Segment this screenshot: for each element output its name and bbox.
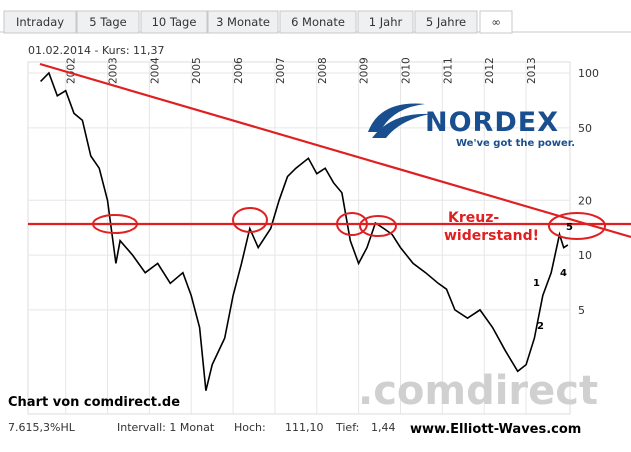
annotation: 4: [560, 268, 567, 279]
tab[interactable]: 5 Jahre: [414, 10, 478, 34]
interval: Intervall: 1 Monat: [117, 421, 215, 434]
circle: [359, 215, 397, 237]
annotation: widerstand!: [444, 228, 539, 244]
low: 1,44: [371, 421, 396, 434]
logo-slogan: We've got the power.: [456, 138, 575, 149]
site: www.Elliott-Waves.com: [410, 422, 581, 437]
circle: [232, 207, 268, 233]
annotation: Kreuz-: [448, 210, 499, 226]
x-tick-label: 2005: [191, 57, 203, 84]
tab[interactable]: 1 Jahr: [357, 10, 414, 34]
watermark: .comdirect: [358, 368, 598, 414]
price-line: [40, 71, 569, 391]
circle: [92, 214, 138, 234]
x-tick-label: 2013: [526, 57, 538, 84]
x-tick-label: 2007: [275, 57, 287, 84]
tab-box: [357, 10, 414, 34]
tab-box: [279, 10, 357, 34]
y-tick-label: 50: [578, 122, 592, 135]
tab-label: 5 Tage: [89, 15, 127, 29]
high-label: Hoch:: [234, 421, 266, 434]
circle: [336, 212, 368, 236]
tab-box: [479, 10, 513, 34]
y-tick-label: 100: [578, 67, 599, 80]
tab[interactable]: 5 Tage: [76, 10, 140, 34]
tab-box: [76, 10, 140, 34]
trendline: [39, 62, 631, 239]
x-tick-label: 2006: [233, 57, 245, 84]
annotation: 2: [537, 321, 544, 332]
annotation: 1: [533, 278, 540, 289]
tab[interactable]: Intraday: [3, 10, 77, 34]
tab-box: [3, 10, 77, 34]
circles: [92, 207, 606, 240]
tab-label: 10 Tage: [152, 15, 197, 29]
high: 111,10: [285, 421, 324, 434]
y-tick-label: 5: [578, 304, 585, 317]
y-tick-label: 10: [578, 249, 592, 262]
x-tick-label: 2012: [484, 57, 496, 84]
tab-label: 3 Monate: [216, 15, 270, 29]
x-tick-label: 2008: [317, 57, 329, 84]
tab-label: Intraday: [16, 15, 64, 29]
tab-box: [207, 10, 279, 34]
annotation: 5: [566, 222, 573, 233]
x-tick-label: 2004: [149, 57, 161, 84]
tab-label: 1 Jahr: [369, 15, 403, 29]
x-tick-label: 2002: [66, 57, 78, 84]
tab[interactable]: 10 Tage: [140, 10, 208, 34]
tab-label: 6 Monate: [291, 15, 345, 29]
x-tick-label: 2003: [108, 57, 120, 84]
footer: 7.615,3%HL Intervall: 1 Monat Hoch: 111,…: [8, 421, 581, 437]
logo-swoosh: [368, 103, 425, 132]
header: 01.02.2014 - Kurs: 11,37: [28, 44, 165, 57]
low-label: Tief:: [335, 421, 359, 434]
tab[interactable]: 6 Monate: [279, 10, 357, 34]
tab-box: [140, 10, 208, 34]
logo-name: NORDEX: [425, 107, 559, 138]
logo: NORDEX We've got the power.: [368, 103, 575, 149]
logo-swoosh: [372, 113, 430, 138]
tab-label: ∞: [491, 15, 501, 29]
x-tick-label: 2010: [400, 57, 412, 84]
circle: [548, 212, 606, 240]
tab-label: 5 Jahre: [426, 15, 466, 29]
tab[interactable]: ∞: [479, 10, 513, 34]
y-tick-label: 20: [578, 194, 592, 207]
x-tick-label: 2011: [442, 57, 454, 84]
x-tick-label: 2009: [359, 57, 371, 84]
range: 7.615,3%HL: [8, 421, 76, 434]
tab-box: [414, 10, 478, 34]
source: Chart von comdirect.de: [8, 395, 180, 410]
tab[interactable]: 3 Monate: [207, 10, 279, 34]
